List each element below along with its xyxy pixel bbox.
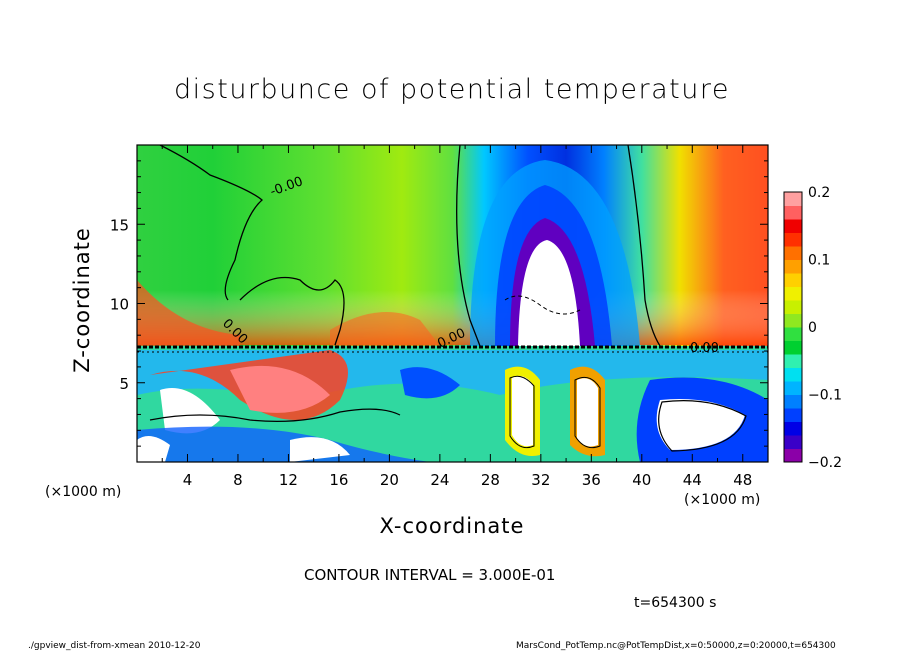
x-unit-label-right: (×1000 m) bbox=[684, 492, 761, 508]
x-tick-label: 40 bbox=[632, 471, 651, 489]
time-label: t=654300 s bbox=[634, 595, 717, 611]
colorbar-swatch bbox=[784, 286, 802, 301]
colorbar-swatch bbox=[784, 354, 802, 368]
footer-left: ./gpview_dist-from-xmean 2010-12-20 bbox=[28, 641, 201, 651]
y-tick-label: 10 bbox=[110, 296, 129, 314]
x-tick-label: 48 bbox=[733, 471, 752, 489]
chart-title: disturbunce of potential temperature bbox=[174, 74, 730, 105]
y-tick-label: 15 bbox=[110, 216, 129, 234]
colorbar-swatch bbox=[784, 300, 802, 314]
y-ticks: 5 10 15 bbox=[110, 160, 768, 447]
contour-interval-label: CONTOUR INTERVAL = 3.000E-01 bbox=[304, 566, 556, 584]
colorbar-swatch bbox=[784, 259, 802, 274]
x-tick-label: 32 bbox=[531, 471, 550, 489]
x-tick-label: 44 bbox=[683, 471, 702, 489]
x-tick-label: 4 bbox=[183, 471, 193, 489]
colorbar-swatch bbox=[784, 192, 802, 206]
x-tick-label: 36 bbox=[582, 471, 601, 489]
x-axis-label: X-coordinate bbox=[379, 514, 525, 538]
colorbar-swatch bbox=[784, 219, 802, 233]
colorbar-swatch bbox=[784, 435, 802, 449]
colorbar-swatch bbox=[784, 327, 802, 341]
colorbar-tick-label: 0 bbox=[808, 320, 817, 336]
x-tick-label: 20 bbox=[380, 471, 399, 489]
colorbar-swatch bbox=[784, 381, 802, 395]
footer-right: MarsCond_PotTemp.nc@PotTempDist,x=0:5000… bbox=[516, 641, 836, 651]
y-tick-label: 5 bbox=[119, 375, 129, 393]
colorbar-swatch bbox=[784, 448, 802, 463]
colorbar-swatch bbox=[784, 232, 802, 247]
colorbar-tick-label: 0.1 bbox=[808, 253, 830, 269]
x-unit-label-left: (×1000 m) bbox=[45, 484, 122, 500]
colorbar-frame bbox=[783, 191, 803, 463]
x-tick-label: 8 bbox=[233, 471, 243, 489]
x-ticks: 4 8 12 16 20 24 28 32 36 40 44 48 bbox=[161, 145, 752, 489]
colorbar-tick-label: −0.1 bbox=[808, 388, 842, 404]
colorbar-swatch bbox=[784, 313, 802, 328]
x-tick-label: 16 bbox=[329, 471, 348, 489]
colorbar-tick-label: 0.2 bbox=[808, 185, 830, 201]
colorbar-swatch bbox=[784, 205, 802, 220]
x-tick-label: 28 bbox=[481, 471, 500, 489]
colorbar-swatch bbox=[784, 421, 802, 436]
colorbar-tick-label: −0.2 bbox=[808, 455, 842, 471]
x-tick-label: 24 bbox=[430, 471, 449, 489]
lower-warm-band bbox=[137, 290, 768, 345]
colorbar: 0.2 0.1 0 −0.1 −0.2 bbox=[783, 185, 842, 471]
colorbar-swatch bbox=[784, 394, 802, 409]
x-tick-label: 12 bbox=[279, 471, 298, 489]
contour-label: 0.00 bbox=[690, 341, 719, 356]
colorbar-swatch bbox=[784, 340, 802, 355]
heatmap-field bbox=[137, 145, 768, 462]
colorbar-swatch bbox=[784, 273, 802, 287]
colorbar-swatch bbox=[784, 246, 802, 260]
colorbar-swatch bbox=[784, 408, 802, 422]
colorbar-swatch bbox=[784, 367, 802, 382]
